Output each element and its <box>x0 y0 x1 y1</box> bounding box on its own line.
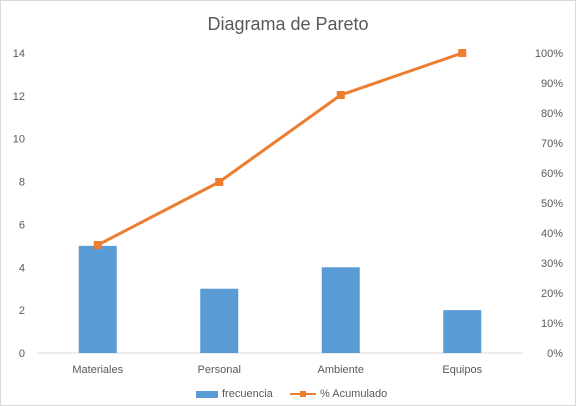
x-tick-label: Personal <box>198 364 241 376</box>
y-left-tick-label: 4 <box>19 262 25 274</box>
legend-swatch-frecuencia <box>196 390 218 398</box>
bar-ambiente <box>321 267 360 353</box>
legend-item-frecuencia: frecuencia <box>196 388 273 400</box>
marker-acumulado-materiales <box>93 241 102 249</box>
bar-materiales <box>78 245 117 353</box>
y-left-tick-label: 14 <box>13 48 25 60</box>
marker-acumulado-equipos <box>458 49 467 57</box>
legend-label-acumulado: % Acumulado <box>320 388 388 400</box>
legend-label-frecuencia: frecuencia <box>222 388 273 400</box>
y-right-tick-label: 30% <box>541 258 563 270</box>
y-right-tick-label: 90% <box>541 78 563 90</box>
bar-equipos <box>443 310 482 353</box>
x-tick-label: Ambiente <box>318 364 364 376</box>
y-right-tick-label: 70% <box>541 138 563 150</box>
line-acumulado <box>97 51 463 247</box>
legend: frecuencia % Acumulado <box>0 388 576 404</box>
chart-title: Diagrama de Pareto <box>207 14 369 34</box>
y-right-tick-label: 0% <box>547 348 563 360</box>
y-left-tick-label: 6 <box>19 219 25 231</box>
y-right-tick-label: 40% <box>541 228 563 240</box>
y-right-tick-label: 60% <box>541 168 563 180</box>
y-left-tick-label: 10 <box>13 134 25 146</box>
y-right-tick-label: 100% <box>535 48 563 60</box>
y-right-tick-label: 50% <box>541 198 563 210</box>
y-left-tick-label: 0 <box>19 348 25 360</box>
bar-personal <box>200 288 239 353</box>
y-right-tick-label: 80% <box>541 108 563 120</box>
marker-acumulado-personal <box>215 178 224 186</box>
y-right-tick-label: 20% <box>541 288 563 300</box>
y-left-tick-label: 8 <box>19 177 25 189</box>
x-tick-label: Materiales <box>72 364 123 376</box>
y-left-tick-label: 2 <box>19 305 25 317</box>
marker-acumulado-ambiente <box>336 91 345 99</box>
legend-swatch-acumulado <box>290 389 316 399</box>
x-tick-label: Equipos <box>442 364 482 376</box>
y-right-tick-label: 10% <box>541 318 563 330</box>
legend-item-acumulado: % Acumulado <box>290 388 387 400</box>
y-left-tick-label: 12 <box>13 91 25 103</box>
